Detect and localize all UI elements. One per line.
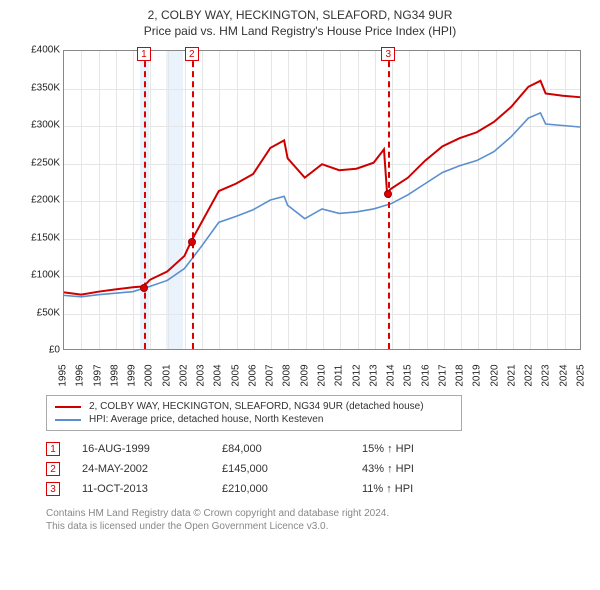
key-row-1: 1 16-AUG-1999 £84,000 15% ↑ HPI xyxy=(46,439,590,459)
key-marker-3: 3 xyxy=(46,482,60,496)
x-tick-label: 2008 xyxy=(282,364,293,386)
marker-line-3 xyxy=(388,51,390,349)
y-tick-label: £300K xyxy=(18,120,60,131)
x-tick-label: 2016 xyxy=(420,364,431,386)
marker-line-1 xyxy=(144,51,146,349)
marker-dot-3 xyxy=(384,190,392,198)
key-table: 1 16-AUG-1999 £84,000 15% ↑ HPI 2 24-MAY… xyxy=(46,439,590,499)
series-property xyxy=(64,81,580,295)
x-tick-label: 2020 xyxy=(489,364,500,386)
x-tick-label: 2017 xyxy=(437,364,448,386)
key-delta-1: 15% ↑ HPI xyxy=(362,443,462,455)
x-tick-label: 2024 xyxy=(558,364,569,386)
key-delta-2: 43% ↑ HPI xyxy=(362,463,462,475)
x-tick-label: 2023 xyxy=(541,364,552,386)
key-date-1: 16-AUG-1999 xyxy=(82,443,222,455)
plot-wrap: £0 £50K £100K £150K £200K £250K £300K £350K £400… xyxy=(18,44,583,389)
key-date-2: 24-MAY-2002 xyxy=(82,463,222,475)
y-tick-label: £250K xyxy=(18,157,60,168)
footer-line1: Contains HM Land Registry data © Crown c… xyxy=(46,507,590,520)
key-row-2: 2 24-MAY-2002 £145,000 43% ↑ HPI xyxy=(46,459,590,479)
x-tick-label: 2005 xyxy=(230,364,241,386)
x-tick-label: 2006 xyxy=(247,364,258,386)
y-tick-label: £0 xyxy=(18,345,60,356)
legend-row-property: 2, COLBY WAY, HECKINGTON, SLEAFORD, NG34… xyxy=(55,400,453,413)
x-tick-label: 2022 xyxy=(524,364,535,386)
footer: Contains HM Land Registry data © Crown c… xyxy=(46,507,590,533)
title-line1: 2, COLBY WAY, HECKINGTON, SLEAFORD, NG34… xyxy=(10,8,590,22)
legend-swatch-hpi xyxy=(55,419,81,421)
marker-dot-2 xyxy=(188,238,196,246)
marker-line-2 xyxy=(192,51,194,349)
x-tick-label: 2015 xyxy=(403,364,414,386)
key-marker-2: 2 xyxy=(46,462,60,476)
x-tick-label: 1998 xyxy=(109,364,120,386)
key-price-2: £145,000 xyxy=(222,463,362,475)
y-tick-label: £200K xyxy=(18,195,60,206)
x-tick-label: 2014 xyxy=(386,364,397,386)
key-price-1: £84,000 xyxy=(222,443,362,455)
y-tick-label: £100K xyxy=(18,270,60,281)
key-marker-1: 1 xyxy=(46,442,60,456)
x-tick-label: 2013 xyxy=(368,364,379,386)
x-tick-label: 2010 xyxy=(317,364,328,386)
x-tick-label: 2001 xyxy=(161,364,172,386)
key-price-3: £210,000 xyxy=(222,483,362,495)
footer-line2: This data is licensed under the Open Gov… xyxy=(46,520,590,533)
x-tick-label: 1997 xyxy=(92,364,103,386)
x-tick-label: 1995 xyxy=(58,364,69,386)
marker-dot-1 xyxy=(140,284,148,292)
legend-label-property: 2, COLBY WAY, HECKINGTON, SLEAFORD, NG34… xyxy=(89,401,424,412)
x-tick-label: 2007 xyxy=(265,364,276,386)
x-tick-label: 2002 xyxy=(178,364,189,386)
plot-area: 1 2 3 xyxy=(63,50,581,350)
key-delta-3: 11% ↑ HPI xyxy=(362,483,462,495)
key-row-3: 3 11-OCT-2013 £210,000 11% ↑ HPI xyxy=(46,479,590,499)
title-line2: Price paid vs. HM Land Registry's House … xyxy=(10,24,590,38)
legend: 2, COLBY WAY, HECKINGTON, SLEAFORD, NG34… xyxy=(46,395,462,431)
x-tick-label: 2019 xyxy=(472,364,483,386)
legend-label-hpi: HPI: Average price, detached house, Nort… xyxy=(89,414,323,425)
x-tick-label: 2025 xyxy=(576,364,587,386)
y-tick-label: £150K xyxy=(18,232,60,243)
x-tick-label: 2003 xyxy=(196,364,207,386)
y-tick-label: £400K xyxy=(18,45,60,56)
x-tick-label: 2004 xyxy=(213,364,224,386)
y-tick-label: £50K xyxy=(18,307,60,318)
legend-swatch-property xyxy=(55,406,81,408)
chart-title: 2, COLBY WAY, HECKINGTON, SLEAFORD, NG34… xyxy=(10,8,590,38)
y-tick-label: £350K xyxy=(18,82,60,93)
x-tick-label: 2012 xyxy=(351,364,362,386)
x-tick-label: 2009 xyxy=(299,364,310,386)
series-hpi xyxy=(64,113,580,297)
chart-lines xyxy=(64,51,580,349)
marker-box-2: 2 xyxy=(185,47,199,61)
x-tick-label: 1999 xyxy=(127,364,138,386)
x-tick-label: 2000 xyxy=(144,364,155,386)
legend-row-hpi: HPI: Average price, detached house, Nort… xyxy=(55,413,453,426)
x-tick-label: 2018 xyxy=(455,364,466,386)
x-tick-label: 1996 xyxy=(75,364,86,386)
marker-box-3: 3 xyxy=(381,47,395,61)
x-tick-label: 2021 xyxy=(506,364,517,386)
marker-box-1: 1 xyxy=(137,47,151,61)
key-date-3: 11-OCT-2013 xyxy=(82,483,222,495)
x-tick-label: 2011 xyxy=(334,365,345,387)
